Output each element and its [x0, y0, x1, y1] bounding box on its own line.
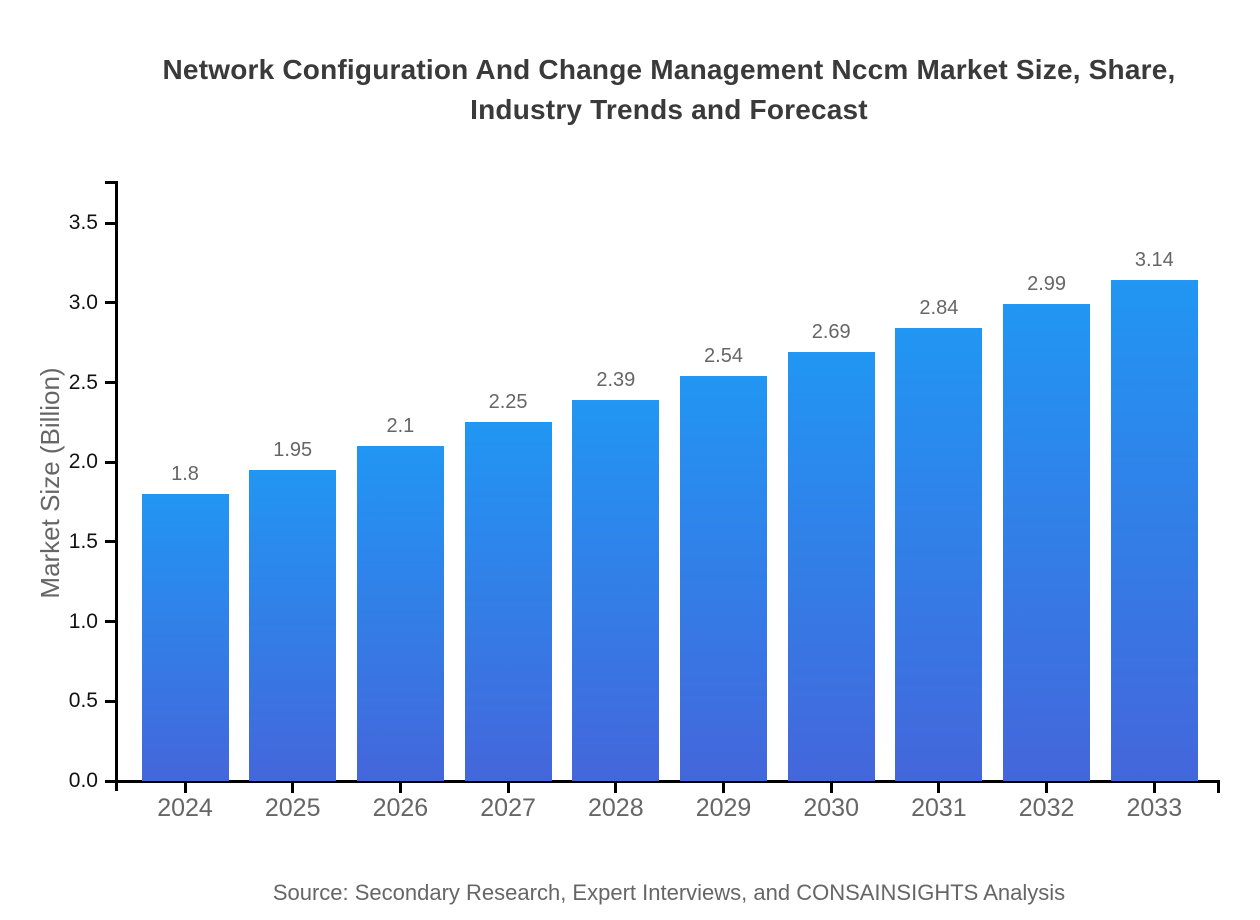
y-axis-line [115, 181, 118, 791]
x-tick-label: 2025 [264, 794, 321, 822]
bar [1003, 304, 1091, 781]
x-axis-line [108, 780, 1220, 783]
y-tick [105, 540, 115, 544]
x-tick-label: 2033 [1126, 794, 1183, 822]
bar [572, 400, 660, 781]
bar [356, 446, 444, 781]
x-axis-end-cap [1217, 780, 1220, 793]
y-tick [105, 779, 115, 783]
x-tick [1152, 783, 1156, 793]
bar [249, 470, 337, 781]
x-tick [291, 783, 295, 793]
x-tick [722, 783, 725, 793]
chart-title-line-1: Network Configuration And Change Managem… [162, 54, 1176, 85]
x-tick [829, 783, 833, 793]
bar-value-label: 2.69 [811, 321, 851, 344]
x-tick [183, 783, 187, 793]
y-tick-label: 2.0 [68, 450, 98, 474]
chart-title: Network Configuration And Change Managem… [78, 50, 1260, 130]
x-tick-label: 2029 [695, 794, 752, 822]
y-axis-end-cap [105, 181, 118, 184]
x-tick [1045, 783, 1049, 793]
y-tick-label: 3.5 [68, 211, 98, 235]
x-tick-label: 2027 [480, 794, 536, 822]
y-tick [105, 381, 115, 384]
bar-value-label: 2.54 [704, 345, 743, 368]
bar [680, 376, 767, 781]
bar [141, 494, 229, 781]
y-tick-label: 2.5 [68, 370, 98, 394]
x-tick [614, 783, 618, 793]
chart-title-line-2: Industry Trends and Forecast [470, 94, 868, 125]
bar-value-label: 2.25 [488, 391, 528, 414]
y-tick [105, 221, 115, 225]
y-tick-label: 1.0 [68, 609, 98, 633]
x-tick [398, 783, 402, 793]
x-tick-label: 2024 [157, 794, 213, 822]
x-tick-label: 2028 [587, 794, 644, 822]
x-tick-label: 2032 [1018, 794, 1075, 822]
y-tick-label: 0.0 [68, 769, 98, 792]
bar-value-label: 1.8 [171, 463, 199, 486]
bar-value-label: 2.99 [1027, 273, 1067, 296]
y-tick-label: 0.5 [68, 689, 98, 713]
bar [787, 352, 875, 781]
bar [1110, 280, 1198, 781]
bar-value-label: 3.14 [1134, 249, 1174, 272]
bar-value-label: 2.84 [919, 297, 959, 320]
y-tick-label: 3.0 [68, 290, 98, 314]
x-tick [937, 783, 941, 793]
x-tick-label: 2026 [372, 794, 429, 822]
y-tick [105, 699, 115, 703]
y-tick [105, 301, 115, 305]
x-tick-label: 2031 [911, 794, 967, 822]
bar [464, 422, 552, 781]
source-text: Source: Secondary Research, Expert Inter… [272, 880, 1066, 905]
bar-value-label: 1.95 [273, 439, 313, 462]
bar-value-label: 2.39 [596, 369, 636, 392]
x-tick [506, 783, 510, 793]
x-tick-label: 2030 [803, 794, 859, 822]
bar-value-label: 2.1 [386, 415, 415, 438]
bar [895, 328, 983, 781]
y-tick [105, 460, 115, 464]
y-tick-label: 1.5 [68, 529, 98, 553]
y-tick [105, 620, 115, 624]
